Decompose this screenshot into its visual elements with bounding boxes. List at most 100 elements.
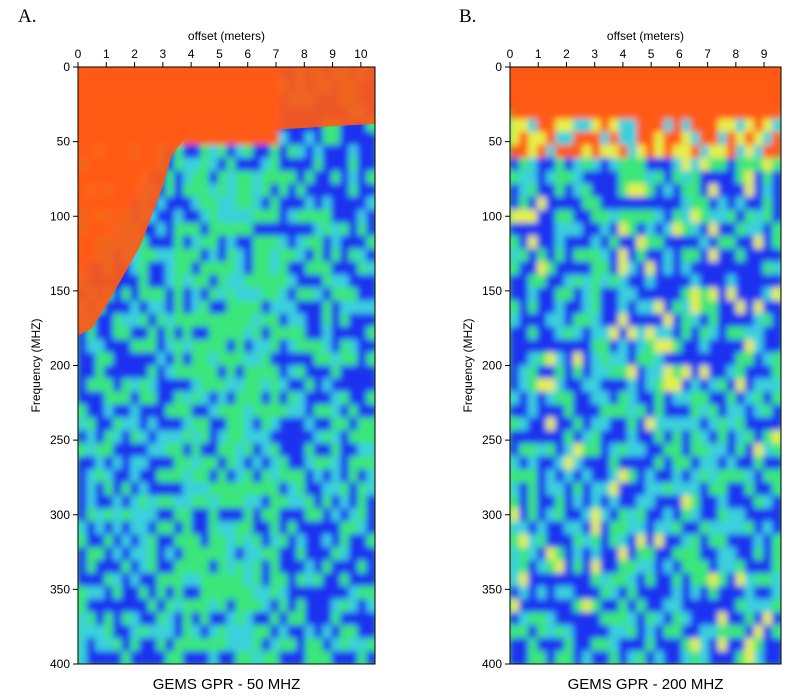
heatmap-cell — [296, 534, 307, 549]
heatmap-cell — [690, 313, 702, 329]
heatmap-cell — [182, 261, 194, 277]
heatmap-cell — [366, 261, 375, 277]
heatmap-cell — [366, 508, 375, 523]
heatmap-cell — [645, 638, 657, 653]
heatmap-cell — [235, 326, 246, 342]
heatmap-cell — [121, 417, 132, 432]
heatmap-cell — [537, 456, 548, 471]
heatmap-cell — [235, 625, 246, 640]
chart-b-svg: 0 1 2 3 4 5 6 7 8 9050100150200250300350400offset… — [461, 29, 782, 693]
heatmap-cell — [270, 300, 281, 316]
heatmap-cell — [182, 625, 194, 640]
heatmap-cell — [86, 612, 97, 627]
heatmap-cell — [174, 417, 185, 432]
heatmap-cell — [287, 352, 298, 367]
heatmap-cell — [174, 599, 185, 614]
heatmap-cell — [95, 326, 106, 342]
heatmap-cell — [546, 482, 557, 497]
heatmap-cell — [78, 625, 89, 640]
heatmap-cell — [357, 313, 368, 329]
heatmap-cell — [654, 131, 666, 147]
heatmap-cell — [331, 456, 342, 471]
heatmap-cell — [744, 170, 756, 186]
heatmap-cell — [663, 638, 675, 653]
heatmap-cell — [226, 300, 237, 316]
heatmap-cell — [519, 105, 530, 121]
heatmap-cell — [537, 326, 548, 342]
heatmap-cell — [86, 573, 97, 588]
heatmap-cell — [690, 170, 702, 186]
heatmap-cell — [654, 391, 666, 406]
heatmap-cell — [600, 430, 611, 445]
heatmap-cell — [510, 261, 521, 277]
heatmap-cell — [627, 456, 638, 471]
heatmap-cell — [591, 352, 602, 367]
heatmap-cell — [112, 625, 124, 640]
heatmap-cell — [305, 157, 316, 173]
heatmap-cell — [537, 391, 548, 406]
heatmap-cell — [200, 625, 211, 640]
heatmap-cell — [726, 157, 738, 173]
heatmap-cell — [270, 625, 281, 640]
heatmap-cell — [235, 521, 246, 536]
heatmap-cell — [104, 456, 115, 471]
heatmap-cell — [121, 586, 132, 601]
heatmap-cell — [147, 287, 159, 303]
heatmap-cell — [340, 508, 351, 523]
x-tick-label: 4 — [188, 47, 195, 61]
heatmap-cell — [182, 599, 194, 614]
heatmap-cell — [636, 261, 647, 277]
heatmap-cell — [591, 287, 602, 303]
heatmap-cell — [121, 508, 132, 523]
heatmap-cell — [618, 313, 629, 329]
heatmap-cell — [573, 573, 584, 588]
heatmap-cell — [744, 443, 756, 458]
heatmap-cell — [156, 586, 167, 601]
heatmap-cell — [235, 430, 246, 445]
heatmap-texture — [510, 67, 781, 664]
heatmap-cell — [340, 599, 351, 614]
heatmap-cell — [322, 547, 333, 562]
heatmap-cell — [331, 612, 342, 627]
heatmap-cell — [726, 534, 738, 549]
heatmap-cell — [573, 456, 584, 471]
heatmap-cell — [130, 300, 141, 316]
heatmap-cell — [573, 404, 584, 419]
heatmap-cell — [252, 313, 263, 329]
heatmap-cell — [174, 339, 185, 355]
heatmap-cell — [296, 482, 307, 497]
heatmap-cell — [573, 560, 584, 575]
heatmap-cell — [217, 625, 228, 640]
heatmap-cell — [627, 105, 638, 121]
heatmap-cell — [235, 612, 246, 627]
heatmap-cell — [165, 326, 176, 342]
heatmap-cell — [672, 573, 684, 588]
heatmap-cell — [735, 209, 747, 225]
heatmap-cell — [217, 495, 228, 510]
heatmap-cell — [261, 417, 272, 432]
heatmap-cell — [104, 443, 115, 458]
heatmap-cell — [226, 235, 237, 251]
heatmap-cell — [139, 391, 150, 406]
heatmap-cell — [261, 625, 272, 640]
heatmap-cell — [699, 625, 711, 640]
heatmap-cell — [139, 417, 150, 432]
heatmap-cell — [331, 534, 342, 549]
heatmap-cell — [564, 469, 575, 484]
heatmap-cell — [555, 196, 566, 212]
heatmap-cell — [139, 560, 150, 575]
heatmap-cell — [156, 625, 167, 640]
heatmap-cell — [357, 560, 368, 575]
heatmap-cell — [261, 313, 272, 329]
heatmap-cell — [753, 599, 765, 614]
heatmap-cell — [287, 430, 298, 445]
heatmap-cell — [537, 560, 548, 575]
heatmap-cell — [744, 612, 756, 627]
heatmap-cell — [217, 456, 228, 471]
heatmap-cell — [636, 599, 647, 614]
heatmap-cell — [609, 326, 620, 342]
heatmap-cell — [618, 560, 629, 575]
heatmap-cell — [672, 261, 684, 277]
heatmap-cell — [564, 430, 575, 445]
heatmap-cell — [555, 612, 566, 627]
